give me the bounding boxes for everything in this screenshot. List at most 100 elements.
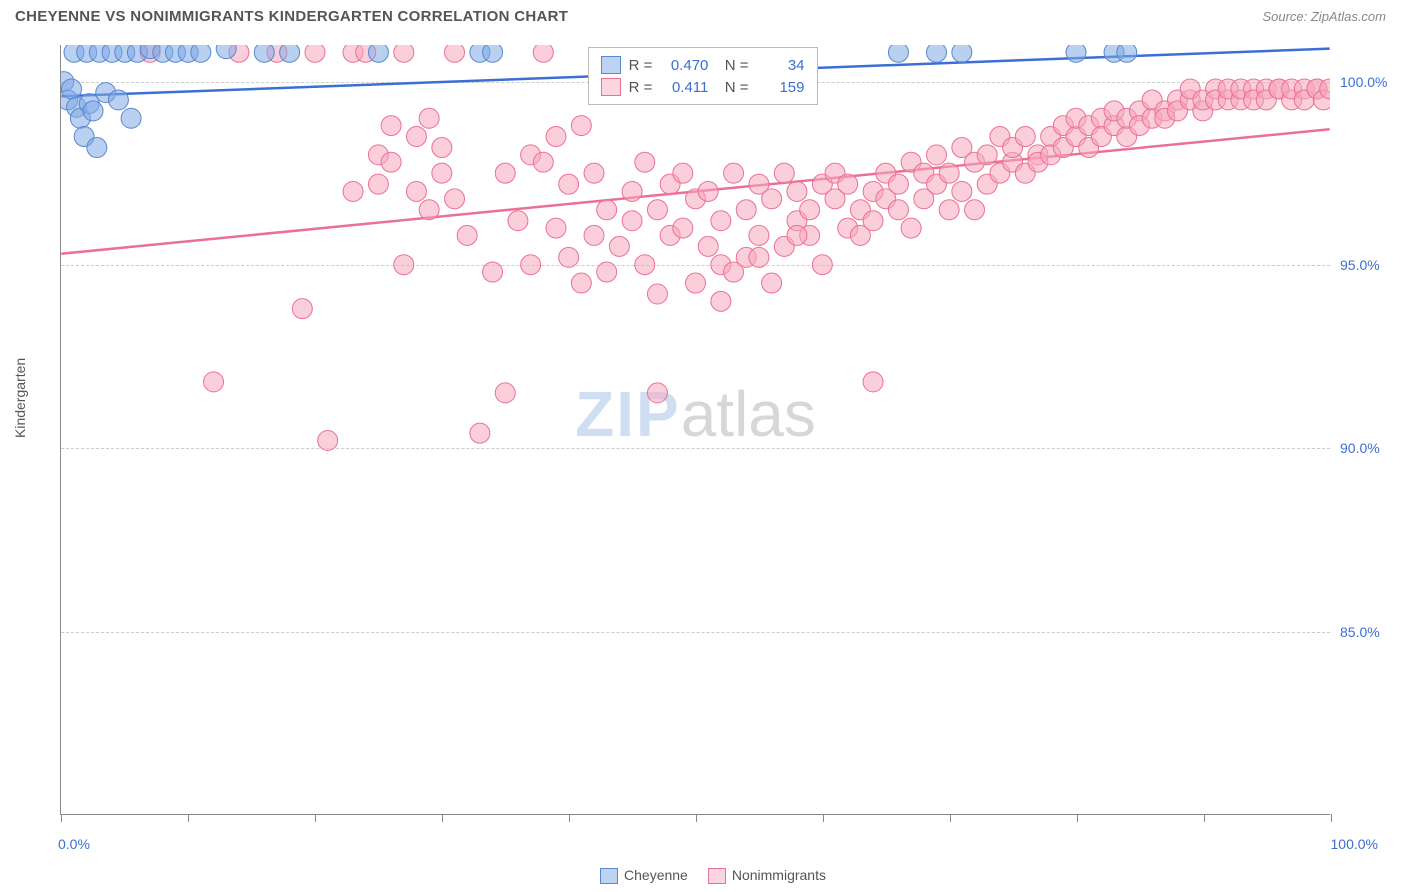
nonimmigrants-point	[800, 200, 820, 220]
legend-label: Cheyenne	[624, 867, 688, 883]
nonimmigrants-point	[698, 236, 718, 256]
nonimmigrants-point	[977, 145, 997, 165]
y-tick-label: 95.0%	[1340, 257, 1380, 273]
cheyenne-point	[191, 45, 211, 62]
legend-stats-row: R =0.470 N =34	[601, 54, 805, 76]
header: CHEYENNE VS NONIMMIGRANTS KINDERGARTEN C…	[0, 0, 1406, 33]
plot-area: ZIPatlas R =0.470 N =34R =0.411 N =159	[60, 45, 1330, 815]
nonimmigrants-point	[483, 262, 503, 282]
nonimmigrants-point	[888, 174, 908, 194]
nonimmigrants-point	[445, 189, 465, 209]
nonimmigrants-point	[939, 163, 959, 183]
nonimmigrants-point	[774, 163, 794, 183]
cheyenne-point	[108, 90, 128, 110]
cheyenne-point	[254, 45, 274, 62]
stat-r-label: R =	[629, 79, 653, 96]
x-tick	[61, 814, 62, 822]
nonimmigrants-point	[559, 174, 579, 194]
nonimmigrants-point	[584, 163, 604, 183]
nonimmigrants-point	[533, 152, 553, 172]
legend-swatch	[708, 868, 726, 884]
chart-container: CHEYENNE VS NONIMMIGRANTS KINDERGARTEN C…	[0, 0, 1406, 892]
nonimmigrants-point	[787, 225, 807, 245]
nonimmigrants-point	[597, 200, 617, 220]
legend-swatch	[601, 56, 621, 74]
stat-n-value: 159	[757, 79, 805, 96]
cheyenne-point	[121, 108, 141, 128]
nonimmigrants-point	[762, 189, 782, 209]
nonimmigrants-point	[394, 255, 414, 275]
legend-label: Nonimmigrants	[732, 867, 826, 883]
cheyenne-point	[888, 45, 908, 62]
y-axis-label: Kindergarten	[12, 358, 28, 438]
y-tick-label: 85.0%	[1340, 624, 1380, 640]
nonimmigrants-point	[546, 127, 566, 147]
x-tick-label-start: 0.0%	[58, 836, 90, 852]
x-tick	[569, 814, 570, 822]
nonimmigrants-point	[368, 174, 388, 194]
nonimmigrants-point	[292, 299, 312, 319]
nonimmigrants-point	[508, 211, 528, 231]
legend-swatch	[600, 868, 618, 884]
legend-stats-row: R =0.411 N =159	[601, 76, 805, 98]
stat-r-label: R =	[629, 57, 653, 74]
x-tick	[1204, 814, 1205, 822]
nonimmigrants-point	[419, 108, 439, 128]
nonimmigrants-point	[343, 181, 363, 201]
nonimmigrants-point	[749, 225, 769, 245]
nonimmigrants-point	[546, 218, 566, 238]
nonimmigrants-point	[406, 181, 426, 201]
nonimmigrants-point	[381, 152, 401, 172]
nonimmigrants-point	[204, 372, 224, 392]
legend-stats-box: R =0.470 N =34R =0.411 N =159	[588, 47, 818, 105]
nonimmigrants-point	[559, 247, 579, 267]
nonimmigrants-point	[419, 200, 439, 220]
cheyenne-point	[483, 45, 503, 62]
chart-title: CHEYENNE VS NONIMMIGRANTS KINDERGARTEN C…	[15, 8, 568, 25]
nonimmigrants-point	[571, 116, 591, 136]
nonimmigrants-point	[432, 138, 452, 158]
cheyenne-point	[926, 45, 946, 62]
x-tick	[188, 814, 189, 822]
nonimmigrants-point	[863, 211, 883, 231]
nonimmigrants-point	[622, 211, 642, 231]
x-tick	[696, 814, 697, 822]
nonimmigrants-point	[635, 255, 655, 275]
nonimmigrants-point	[812, 255, 832, 275]
nonimmigrants-point	[711, 211, 731, 231]
nonimmigrants-point	[686, 273, 706, 293]
x-tick	[1077, 814, 1078, 822]
cheyenne-point	[87, 138, 107, 158]
x-tick	[823, 814, 824, 822]
bottom-legend: Cheyenne Nonimmigrants	[0, 867, 1406, 884]
cheyenne-point	[368, 45, 388, 62]
nonimmigrants-point	[470, 423, 490, 443]
nonimmigrants-point	[609, 236, 629, 256]
nonimmigrants-point	[838, 174, 858, 194]
nonimmigrants-point	[406, 127, 426, 147]
nonimmigrants-point	[495, 163, 515, 183]
nonimmigrants-point	[647, 284, 667, 304]
cheyenne-point	[61, 79, 81, 99]
nonimmigrants-point	[622, 181, 642, 201]
nonimmigrants-point	[711, 291, 731, 311]
nonimmigrants-point	[597, 262, 617, 282]
nonimmigrants-point	[495, 383, 515, 403]
nonimmigrants-point	[318, 430, 338, 450]
cheyenne-point	[1117, 45, 1137, 62]
nonimmigrants-point	[432, 163, 452, 183]
nonimmigrants-point	[1015, 127, 1035, 147]
x-tick-label-end: 100.0%	[1331, 836, 1378, 852]
nonimmigrants-point	[445, 45, 465, 62]
nonimmigrants-point	[762, 273, 782, 293]
nonimmigrants-point	[673, 218, 693, 238]
cheyenne-point	[1066, 45, 1086, 62]
nonimmigrants-point	[521, 255, 541, 275]
cheyenne-point	[952, 45, 972, 62]
source-attribution: Source: ZipAtlas.com	[1262, 9, 1386, 24]
x-tick	[315, 814, 316, 822]
nonimmigrants-point	[926, 145, 946, 165]
nonimmigrants-point	[901, 218, 921, 238]
nonimmigrants-point	[749, 247, 769, 267]
y-tick-label: 90.0%	[1340, 440, 1380, 456]
